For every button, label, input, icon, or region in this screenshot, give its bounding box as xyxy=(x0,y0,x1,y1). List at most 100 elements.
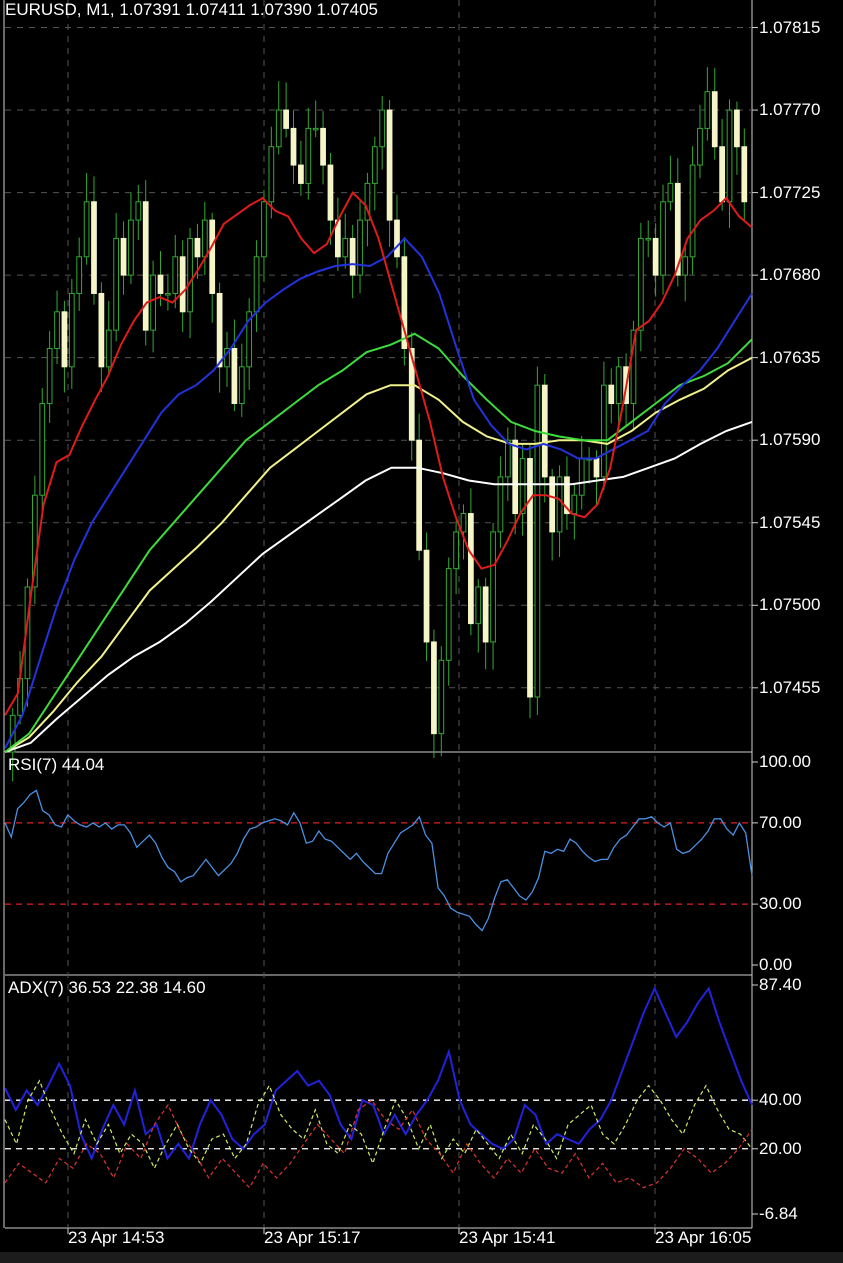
candle-body xyxy=(98,292,105,368)
candle-body xyxy=(246,311,253,368)
candle-body xyxy=(76,256,83,294)
candle-body xyxy=(305,127,312,184)
adx-tick-label: 87.40 xyxy=(759,975,802,994)
candle-body xyxy=(593,458,600,478)
candle-body xyxy=(327,164,334,221)
candles-group xyxy=(9,67,748,782)
candle-body xyxy=(32,494,38,588)
candle-body xyxy=(275,109,282,148)
candle-body xyxy=(497,476,504,533)
candle-body xyxy=(135,201,142,221)
candle-body xyxy=(704,91,711,129)
candle-body xyxy=(386,109,393,221)
ma-green-line xyxy=(4,332,753,753)
candle-body xyxy=(578,458,585,496)
candle-body xyxy=(637,237,644,331)
candle-body xyxy=(120,237,127,276)
candle-body xyxy=(674,182,681,276)
adx-tick-label: 40.00 xyxy=(759,1090,802,1110)
candle-body xyxy=(113,237,120,331)
candle-body xyxy=(460,513,467,533)
candle-body xyxy=(201,219,208,258)
candle-body xyxy=(364,182,371,221)
candle-body xyxy=(549,476,556,533)
rsi-line xyxy=(4,789,753,932)
candle-body xyxy=(453,531,459,570)
candle-body xyxy=(519,458,526,515)
candle-body xyxy=(564,476,570,515)
time-tick-label: 23 Apr 16:05 xyxy=(655,1228,752,1247)
candle-body xyxy=(408,347,415,441)
candle-body xyxy=(468,513,474,625)
candle-body xyxy=(83,201,90,258)
candle-body xyxy=(261,201,267,258)
price-tick-label: 1.07635 xyxy=(759,347,821,367)
candle-body xyxy=(719,146,725,203)
candle-body xyxy=(512,439,519,515)
candle-body xyxy=(652,237,659,276)
candle-body xyxy=(46,347,53,405)
candle-body xyxy=(268,146,275,203)
ma-blue-line xyxy=(4,236,753,749)
candle-body xyxy=(734,109,740,148)
candle-body xyxy=(445,568,452,661)
candle-body xyxy=(504,439,511,478)
candle-body xyxy=(349,237,356,276)
candle-body xyxy=(475,586,482,625)
candle-body xyxy=(238,366,245,405)
candle-body xyxy=(298,164,304,184)
candle-body xyxy=(157,274,164,294)
candle-body xyxy=(216,292,223,368)
bottom-bar xyxy=(0,1252,843,1263)
adx-plus-di-line xyxy=(4,1079,753,1170)
candle-body xyxy=(253,256,260,313)
candle-body xyxy=(667,182,674,203)
candle-body xyxy=(645,237,652,241)
price-tick-label: 1.07545 xyxy=(759,512,821,532)
candle-body xyxy=(105,329,112,368)
candle-body xyxy=(187,237,193,313)
candle-body xyxy=(482,586,489,643)
adx-tick-label: -6.84 xyxy=(759,1204,798,1223)
rsi-tick-label: 30.00 xyxy=(759,894,802,914)
candle-body xyxy=(290,127,297,166)
candle-body xyxy=(91,201,97,294)
candle-body xyxy=(571,494,578,515)
candle-body xyxy=(39,403,46,496)
candle-body xyxy=(179,256,186,313)
candle-body xyxy=(527,458,533,698)
rsi-tick-label: 100.00 xyxy=(759,752,811,771)
time-tick-label: 23 Apr 14:53 xyxy=(68,1228,165,1247)
price-tick-label: 1.07725 xyxy=(759,182,821,202)
candle-body xyxy=(61,311,68,368)
candle-body xyxy=(231,347,238,405)
candle-body xyxy=(423,549,430,643)
adx-panel-title: ADX(7) 36.53 22.38 14.60 xyxy=(8,978,206,997)
candle-body xyxy=(608,384,615,405)
price-tick-label: 1.07500 xyxy=(759,595,821,615)
price-tick-label: 1.07590 xyxy=(759,430,821,450)
ma-white-line xyxy=(4,420,753,753)
candle-body xyxy=(128,219,134,276)
candle-body xyxy=(431,641,437,735)
price-chart-title: EURUSD, M1, 1.07391 1.07411 1.07390 1.07… xyxy=(5,0,379,19)
candle-body xyxy=(438,659,445,735)
adx-tick-label: 20.00 xyxy=(759,1138,802,1158)
candle-body xyxy=(556,476,563,533)
candle-body xyxy=(416,439,423,551)
ma-red-line xyxy=(4,190,753,716)
candle-body xyxy=(165,292,171,296)
candle-body xyxy=(394,219,400,258)
candle-body xyxy=(630,329,637,405)
candle-body xyxy=(682,256,689,276)
candle-body xyxy=(660,201,666,276)
candle-body xyxy=(726,109,733,203)
candle-body xyxy=(711,91,718,148)
candle-body xyxy=(312,127,319,131)
price-tick-label: 1.07680 xyxy=(759,265,821,285)
candle-body xyxy=(172,256,179,294)
price-tick-label: 1.07455 xyxy=(759,677,821,697)
candle-body xyxy=(320,127,326,166)
rsi-panel-title: RSI(7) 44.04 xyxy=(8,755,105,774)
